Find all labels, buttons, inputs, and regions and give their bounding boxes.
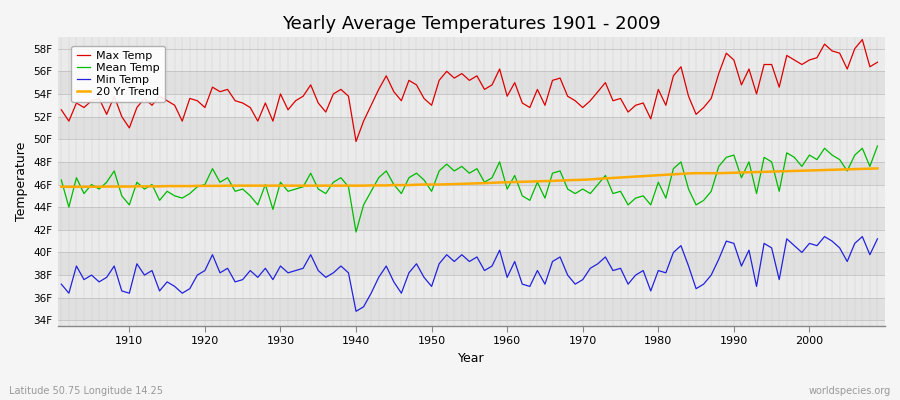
Min Temp — [56, 282, 67, 286]
Min Temp — [328, 270, 338, 275]
Min Temp — [283, 270, 293, 275]
Mean Temp — [116, 194, 127, 198]
Max Temp — [600, 80, 611, 85]
Min Temp — [351, 309, 362, 314]
Bar — [58, 298, 885, 320]
Legend: Max Temp, Mean Temp, Min Temp, 20 Yr Trend: Max Temp, Mean Temp, Min Temp, 20 Yr Tre… — [71, 46, 165, 102]
Min Temp — [600, 254, 611, 259]
Mean Temp — [509, 173, 520, 178]
Line: 20 Yr Trend: 20 Yr Trend — [61, 168, 878, 187]
Title: Yearly Average Temperatures 1901 - 2009: Yearly Average Temperatures 1901 - 2009 — [282, 15, 661, 33]
Bar — [58, 71, 885, 94]
Mean Temp — [351, 230, 362, 234]
Max Temp — [502, 94, 513, 99]
Line: Mean Temp: Mean Temp — [61, 146, 878, 232]
Mean Temp — [56, 178, 67, 182]
20 Yr Trend — [56, 184, 67, 189]
20 Yr Trend — [502, 180, 513, 185]
Bar — [58, 230, 885, 252]
Max Temp — [351, 139, 362, 144]
20 Yr Trend — [328, 183, 338, 188]
Bar — [58, 252, 885, 275]
Line: Max Temp: Max Temp — [61, 40, 878, 142]
20 Yr Trend — [283, 183, 293, 188]
Mean Temp — [600, 173, 611, 178]
Bar — [58, 116, 885, 139]
Mean Temp — [872, 144, 883, 148]
Max Temp — [509, 80, 520, 85]
Bar — [58, 49, 885, 71]
Text: Latitude 50.75 Longitude 14.25: Latitude 50.75 Longitude 14.25 — [9, 386, 163, 396]
Min Temp — [116, 288, 127, 293]
Min Temp — [502, 275, 513, 280]
Min Temp — [872, 236, 883, 241]
Max Temp — [857, 37, 868, 42]
Max Temp — [56, 107, 67, 112]
Max Temp — [116, 114, 127, 119]
Min Temp — [819, 234, 830, 239]
Max Temp — [283, 107, 293, 112]
Bar — [58, 139, 885, 162]
Mean Temp — [283, 189, 293, 194]
Bar — [58, 207, 885, 230]
Bar — [58, 94, 885, 116]
Min Temp — [509, 259, 520, 264]
Bar — [58, 275, 885, 298]
Text: worldspecies.org: worldspecies.org — [809, 386, 891, 396]
20 Yr Trend — [116, 184, 127, 189]
Max Temp — [872, 60, 883, 65]
20 Yr Trend — [592, 176, 603, 181]
Mean Temp — [328, 180, 338, 185]
Bar — [58, 162, 885, 184]
20 Yr Trend — [872, 166, 883, 171]
Bar — [58, 184, 885, 207]
20 Yr Trend — [494, 180, 505, 185]
Max Temp — [328, 92, 338, 96]
Mean Temp — [502, 187, 513, 192]
Line: Min Temp: Min Temp — [61, 236, 878, 311]
Y-axis label: Temperature: Temperature — [15, 142, 28, 221]
X-axis label: Year: Year — [458, 352, 484, 365]
